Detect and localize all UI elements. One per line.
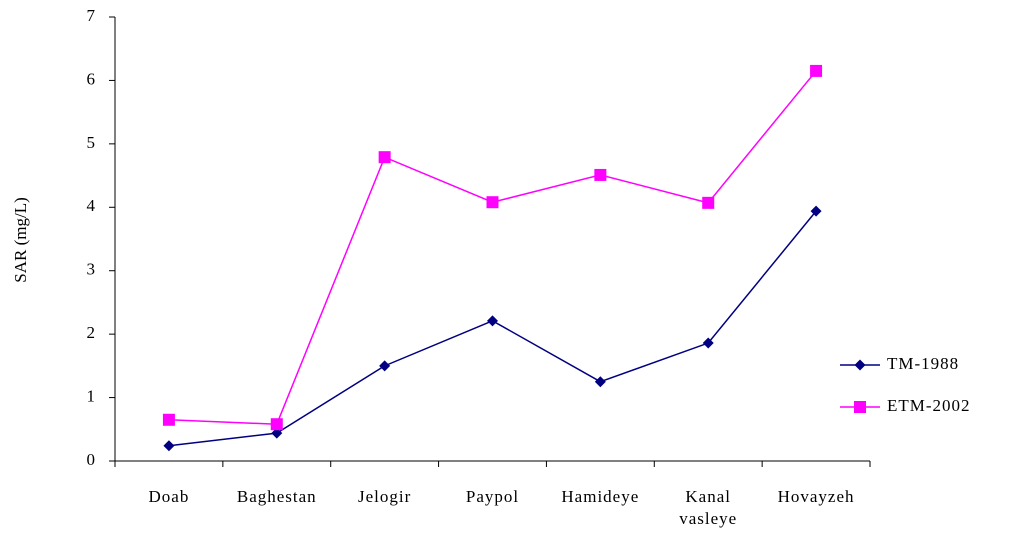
point <box>163 440 175 452</box>
y-tick-label: 7 <box>87 6 96 25</box>
x-tick-label: Paypol <box>465 487 520 506</box>
series-line <box>168 70 817 425</box>
x-tick-label: Doab <box>148 487 190 506</box>
legend-marker <box>854 359 866 371</box>
point <box>594 168 607 181</box>
legend-label: ETM-2002 <box>887 396 971 415</box>
legend-marker <box>854 401 866 413</box>
x-tick-label: Hovayzeh <box>777 487 855 506</box>
legend-label: TM-1988 <box>887 354 959 373</box>
point <box>271 427 283 439</box>
y-tick-label: 3 <box>87 260 96 279</box>
y-tick-label: 5 <box>87 133 96 152</box>
x-tick-label: Jelogir <box>358 487 412 506</box>
point <box>810 205 822 217</box>
point <box>486 196 499 209</box>
point <box>162 413 175 426</box>
point <box>702 337 714 349</box>
y-tick-label: 2 <box>87 323 96 342</box>
x-tick-label: Hamideye <box>561 487 640 506</box>
y-tick-label: 4 <box>87 196 96 215</box>
point <box>810 64 823 77</box>
x-tick-label: Baghestan <box>236 487 317 506</box>
y-tick-label: 1 <box>87 386 96 405</box>
point <box>594 376 606 388</box>
series-line <box>168 210 817 447</box>
point <box>378 151 391 164</box>
y-tick-label: 6 <box>87 69 96 88</box>
y-axis-label: SAR (mg/L) <box>11 197 30 282</box>
point <box>270 418 283 431</box>
point <box>379 360 391 372</box>
point <box>702 196 715 209</box>
point <box>487 315 498 327</box>
y-tick-label: 0 <box>87 450 96 469</box>
x-tick-label: Kanal vasleye <box>679 487 738 528</box>
